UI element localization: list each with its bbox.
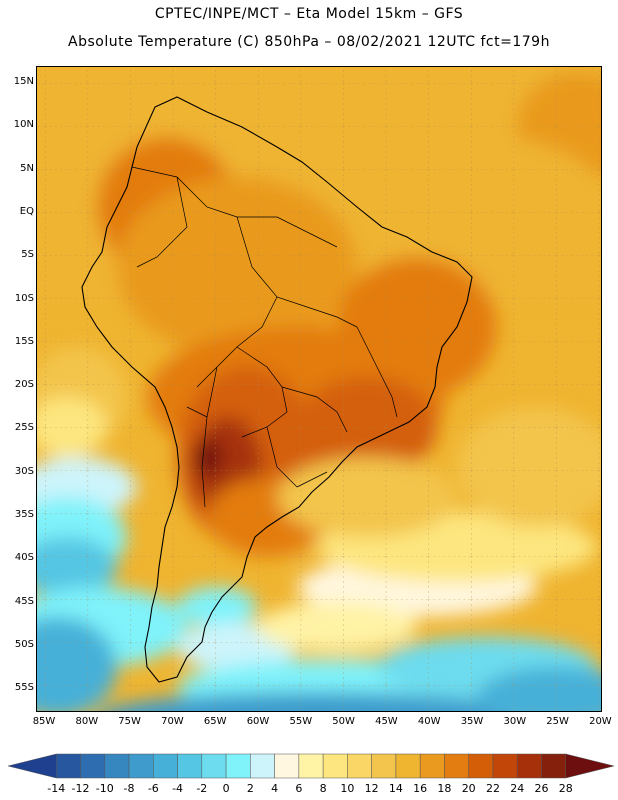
colorbar-swatch (516, 753, 542, 779)
colorbar-swatch (80, 753, 106, 779)
lat-tick-label: 55S (14, 682, 34, 694)
lon-tick-label: 85W (32, 716, 56, 727)
continent-outline (81, 96, 473, 683)
lon-tick-label: 35W (460, 716, 484, 727)
lat-tick-label: 15S (14, 335, 34, 347)
country-borders (131, 166, 398, 508)
colorbar-tick-label: 16 (413, 782, 428, 795)
colorbar-swatch (395, 753, 421, 779)
temperature-map (36, 66, 602, 712)
colorbar-swatch (565, 753, 615, 779)
lon-tick-label: 20W (589, 716, 612, 727)
colorbar-swatch (444, 753, 469, 779)
lon-tick-label: 30W (503, 716, 527, 727)
lat-tick-label: 20S (14, 379, 34, 391)
lon-tick-label: 55W (289, 716, 313, 727)
colorbar-tick-label: -10 (95, 782, 114, 795)
colorbar-tick-label: -14 (47, 782, 66, 795)
lon-tick-label: 80W (75, 716, 99, 727)
colorbar-swatch (419, 753, 445, 779)
lat-tick-label: 25S (14, 422, 34, 434)
colorbar-swatch (153, 753, 178, 779)
colorbar-swatch (7, 753, 57, 779)
map-subtitle: Absolute Temperature (C) 850hPa – 08/02/… (68, 34, 550, 50)
colorbar-swatch (492, 753, 518, 779)
colorbar-tick-label: 4 (271, 782, 279, 795)
lat-tick-label: 30S (14, 465, 34, 477)
colorbar-tick-label: 6 (295, 782, 303, 795)
colorbar-tick-label: 28 (558, 782, 573, 795)
colorbar-tick-label: 26 (534, 782, 549, 795)
lon-tick-label: 45W (375, 716, 398, 727)
colorbar-tick-label: 22 (485, 782, 500, 795)
colorbar-swatch (104, 753, 130, 779)
colorbar-swatch (225, 753, 251, 779)
colorbar-tick-label: -2 (196, 782, 208, 795)
lat-tick-label: EQ (19, 205, 34, 217)
lat-tick-label: 10N (13, 119, 34, 131)
colorbar-swatch (347, 753, 372, 779)
colorbar-swatch (250, 753, 275, 779)
lat-tick-label: 5S (21, 249, 34, 261)
lat-lon-grid (37, 67, 601, 711)
colorbar-tick-label: 18 (437, 782, 452, 795)
lat-tick-label: 40S (14, 552, 34, 564)
lon-tick-label: 65W (203, 716, 227, 727)
map-title: CPTEC/INPE/MCT – Eta Model 15km – GFS (154, 6, 464, 22)
colorbar (7, 753, 615, 779)
colorbar-tick-label: 14 (388, 782, 403, 795)
lat-tick-label: 50S (14, 638, 34, 650)
lat-tick-label: 35S (14, 509, 34, 520)
lon-tick-label: 60W (246, 716, 270, 727)
lat-tick-label: 15N (13, 76, 34, 87)
colorbar-tick-label: 8 (319, 782, 327, 795)
lon-tick-label: 70W (161, 716, 184, 727)
colorbar-tick-label: -4 (172, 782, 184, 795)
lon-tick-label: 75W (118, 716, 141, 727)
lon-tick-label: 25W (546, 716, 569, 727)
colorbar-swatch (201, 753, 227, 779)
colorbar-tick-label: 24 (510, 782, 525, 795)
lat-tick-label: 45S (14, 595, 34, 607)
colorbar-tick-label: -6 (147, 782, 159, 795)
colorbar-swatch (128, 753, 154, 779)
map-canvas (37, 67, 601, 711)
lon-tick-label: 50W (332, 716, 355, 727)
colorbar-tick-label: 20 (461, 782, 476, 795)
colorbar-swatch (468, 753, 494, 779)
colorbar-swatch (298, 753, 324, 779)
lat-tick-label: 5N (20, 162, 34, 174)
colorbar-swatch (274, 753, 300, 779)
lon-tick-label: 40W (417, 716, 441, 727)
colorbar-tick-label: -8 (123, 782, 135, 795)
colorbar-swatch (177, 753, 203, 779)
colorbar-tick-label: 12 (364, 782, 379, 795)
colorbar-swatch (322, 753, 348, 779)
colorbar-tick-label: 0 (222, 782, 230, 795)
colorbar-tick-label: 10 (340, 782, 355, 795)
lat-tick-label: 10S (14, 292, 34, 304)
colorbar-swatch (56, 753, 81, 779)
colorbar-tick-label: 2 (246, 782, 254, 795)
colorbar-tick-label: -12 (71, 782, 90, 795)
colorbar-swatch (541, 753, 566, 779)
colorbar-swatch (371, 753, 397, 779)
